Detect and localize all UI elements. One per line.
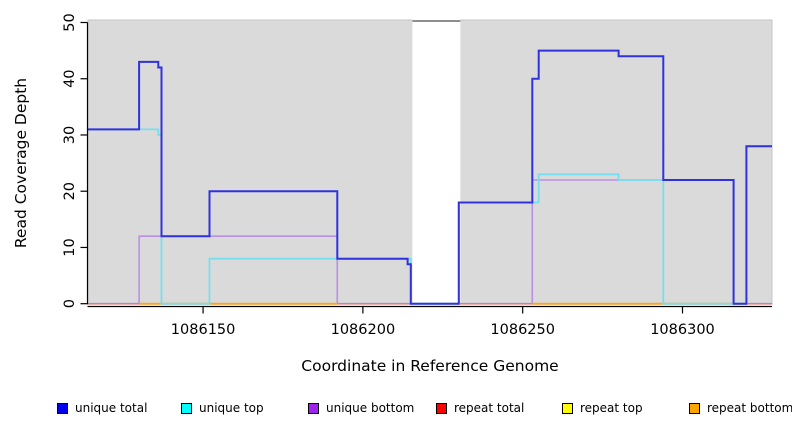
- legend-item-unique-total: unique total: [57, 399, 147, 417]
- x-tick-label: 1086300: [650, 322, 715, 338]
- legend-label: unique total: [75, 401, 148, 415]
- y-tick-label: 40: [62, 69, 78, 87]
- legend-item-repeat-bottom: repeat bottom: [689, 399, 792, 417]
- x-tick-label: 1086150: [171, 322, 236, 338]
- legend-swatch-unique-total: [57, 402, 68, 414]
- coverage-gap-band: [412, 19, 461, 305]
- series-line-unique-total: [88, 49, 772, 305]
- legend-item-repeat-total: repeat total: [436, 399, 524, 417]
- legend-swatch-unique-bottom: [308, 402, 319, 414]
- legend-label: unique top: [199, 401, 264, 415]
- y-axis-title: Read Coverage Depth: [12, 77, 30, 249]
- x-tick-label: 1086250: [490, 322, 555, 338]
- legend: unique total unique top unique bottom repea…: [0, 399, 792, 419]
- y-tick-label: 30: [62, 126, 78, 144]
- x-tick-label: 1086200: [331, 322, 396, 338]
- legend-swatch-repeat-total: [436, 402, 447, 414]
- legend-item-repeat-top: repeat top: [562, 399, 643, 417]
- legend-item-unique-top: unique top: [181, 399, 264, 417]
- legend-label: repeat bottom: [707, 401, 792, 415]
- legend-swatch-repeat-bottom: [689, 402, 700, 414]
- legend-item-unique-bottom: unique bottom: [308, 399, 414, 417]
- x-axis-title: Coordinate in Reference Genome: [301, 357, 559, 375]
- y-tick-label: 10: [62, 238, 78, 256]
- y-tick-label: 0: [62, 299, 78, 308]
- legend-swatch-unique-top: [181, 402, 192, 414]
- legend-label: unique bottom: [326, 401, 415, 415]
- y-tick-label: 20: [62, 182, 78, 200]
- legend-label: repeat top: [580, 401, 643, 415]
- y-tick-label: 50: [62, 13, 78, 31]
- plot-svg: 0 10 20 30 40 50 1086150 1086200 1086250 1086300: [62, 13, 773, 338]
- legend-swatch-repeat-top: [562, 402, 573, 414]
- legend-label: repeat total: [454, 401, 525, 415]
